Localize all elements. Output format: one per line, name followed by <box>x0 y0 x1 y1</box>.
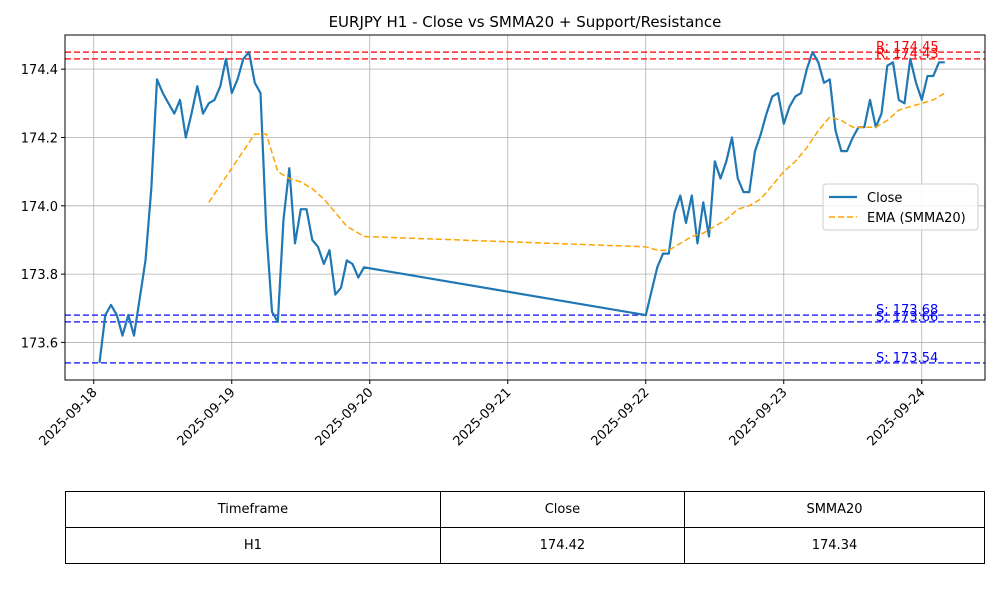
support-resistance-levels <box>65 51 985 364</box>
y-tick-label: 173.8 <box>21 268 58 283</box>
x-tick-label: 2025-09-22 <box>589 385 653 449</box>
legend-entry: Close <box>867 191 902 206</box>
y-tick-label: 174.2 <box>21 131 58 146</box>
chart: EURJPY H1 - Close vs SMMA20 + Support/Re… <box>21 13 986 449</box>
y-tick-label: 174.0 <box>21 200 58 215</box>
table-cell: H1 <box>65 527 441 564</box>
plot-frame <box>64 34 986 381</box>
table-header-cell: Close <box>439 491 686 528</box>
series-lines <box>98 50 946 364</box>
summary-table: Timeframe Close SMMA20 H1 174.42 174.34 <box>65 491 985 564</box>
legend-entry: EMA (SMMA20) <box>867 211 966 226</box>
x-tick-label: 2025-09-21 <box>451 385 515 449</box>
table-header-cell: Timeframe <box>65 491 441 528</box>
support-level-label: S: 173.66 <box>876 310 938 325</box>
resistance-level-label: R: 174.45 <box>876 40 939 55</box>
level-labels: R: 174.45R: 174.43 S: 173.68S: 173.66 S: 1… <box>876 40 939 366</box>
smma20-line <box>208 92 946 251</box>
table-cell: 174.42 <box>439 527 686 564</box>
x-tick-label: 2025-09-24 <box>865 385 929 449</box>
y-tick-label: 174.4 <box>21 63 58 78</box>
axes: 2025-09-18 2025-09-19 2025-09-20 2025-09-21… <box>21 63 929 449</box>
y-tick-label: 173.6 <box>21 336 58 351</box>
support-level-label: S: 173.54 <box>876 351 938 366</box>
table-row: H1 174.42 174.34 <box>65 527 985 564</box>
legend-box <box>822 183 979 231</box>
x-tick-label: 2025-09-19 <box>175 385 239 449</box>
x-tick-label: 2025-09-20 <box>313 385 377 449</box>
legend: Close EMA (SMMA20) <box>822 183 979 231</box>
resistance-level-label: R: 174.43 <box>876 47 939 62</box>
table-header-row: Timeframe Close SMMA20 <box>65 491 985 528</box>
chart-title: EURJPY H1 - Close vs SMMA20 + Support/Re… <box>329 13 722 31</box>
close-line <box>98 50 945 364</box>
table-cell: 174.34 <box>684 527 985 564</box>
table-header-cell: SMMA20 <box>684 491 985 528</box>
x-tick-label: 2025-09-18 <box>37 385 101 449</box>
x-tick-label: 2025-09-23 <box>727 385 791 449</box>
support-level-label: S: 173.68 <box>876 303 938 318</box>
